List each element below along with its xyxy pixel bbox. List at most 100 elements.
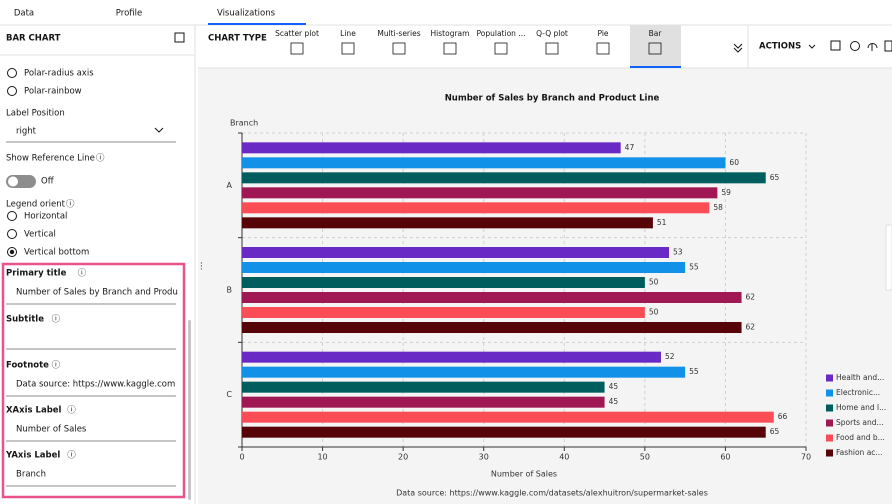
chart-type-icon[interactable] — [494, 42, 508, 55]
chart-type-icon[interactable] — [392, 42, 406, 55]
data-label: 51 — [657, 218, 667, 227]
info-icon: ⓘ — [96, 154, 105, 164]
chart-type-label[interactable]: Histogram — [431, 29, 470, 38]
bar — [242, 187, 718, 199]
tab[interactable]: Data — [14, 9, 34, 19]
legend-label[interactable]: Electronic... — [836, 388, 880, 397]
toggle-knob — [8, 176, 18, 187]
tab[interactable]: Profile — [116, 9, 142, 19]
action-icon[interactable] — [830, 40, 841, 51]
legend-swatch[interactable] — [826, 374, 833, 382]
chart-type-label[interactable]: Population ... — [477, 29, 526, 38]
bar — [242, 351, 661, 363]
legend-label[interactable]: Home and l... — [836, 403, 886, 412]
x-tick-label: 70 — [801, 453, 811, 462]
text-input[interactable]: Number of Sales by Branch and Produ — [16, 288, 178, 298]
x-tick-label: 40 — [559, 453, 569, 462]
bar — [242, 322, 742, 333]
radio[interactable] — [7, 229, 17, 239]
highlight-box — [1, 262, 186, 499]
data-label: 55 — [689, 367, 699, 376]
bar — [242, 202, 710, 214]
data-label: 45 — [609, 382, 619, 391]
text-input[interactable]: Number of Sales — [16, 425, 87, 435]
legend-label[interactable]: Sports and... — [836, 418, 884, 427]
chart-type-label[interactable]: Scatter plot — [275, 29, 319, 38]
bar — [242, 247, 670, 258]
legend-swatch[interactable] — [826, 404, 833, 412]
data-label: 50 — [649, 308, 659, 317]
footnote: Data source: https://www.kaggle.com/data… — [396, 489, 708, 498]
field-label: Label Position — [6, 109, 65, 119]
text-input[interactable]: Data source: https://www.kaggle.com — [16, 380, 175, 390]
data-label: 58 — [713, 203, 723, 212]
field-label: Show Reference Line — [6, 154, 95, 164]
data-label: 45 — [609, 397, 619, 406]
bar — [242, 217, 653, 229]
info-icon: ⓘ — [67, 451, 76, 461]
toolbar-label: CHART TYPE — [208, 34, 267, 44]
radio[interactable] — [7, 211, 17, 221]
x-tick-label: 50 — [640, 453, 650, 462]
bar — [242, 172, 766, 184]
text-input[interactable]: Branch — [16, 470, 46, 480]
y-tick-label: C — [226, 390, 232, 399]
chart-type-label[interactable]: Q-Q plot — [536, 29, 568, 38]
data-label: 55 — [689, 263, 699, 272]
chart-type-icon[interactable] — [596, 42, 610, 55]
upload-icon[interactable] — [867, 43, 878, 52]
x-tick-label: 20 — [398, 453, 408, 462]
chart-type-label[interactable]: Pie — [597, 29, 608, 38]
data-label: 65 — [770, 427, 780, 436]
side-tab[interactable] — [885, 224, 892, 291]
chart-type-label[interactable]: Bar — [649, 29, 663, 38]
legend-swatch[interactable] — [826, 449, 833, 457]
legend-swatch[interactable] — [826, 389, 833, 397]
info-icon: ⓘ — [52, 315, 61, 325]
data-label: 50 — [649, 278, 659, 287]
collapse-icon[interactable] — [174, 32, 185, 43]
legend-label[interactable]: Health and... — [836, 373, 884, 382]
legend-label[interactable]: Fashion ac... — [836, 448, 883, 457]
data-label: 52 — [665, 352, 675, 361]
actions-button[interactable]: ACTIONS — [759, 42, 801, 52]
field-label: XAxis Label — [6, 406, 62, 416]
action-icon[interactable] — [884, 40, 892, 52]
data-label: 66 — [778, 412, 788, 421]
field-label: Legend orient — [6, 200, 66, 210]
x-tick-label: 60 — [720, 453, 730, 462]
actions-chevron[interactable] — [808, 44, 816, 49]
legend-label[interactable]: Food and b... — [836, 433, 885, 442]
bar — [242, 307, 645, 318]
radio[interactable] — [7, 86, 17, 96]
chart-type-icon[interactable] — [290, 42, 304, 55]
legend-swatch[interactable] — [826, 419, 833, 427]
select-value[interactable]: right — [16, 127, 37, 137]
data-label: 60 — [729, 158, 739, 167]
chart-title: Number of Sales by Branch and Product Li… — [445, 94, 660, 104]
select-chevron[interactable] — [154, 127, 164, 133]
chart-type-icon[interactable] — [648, 42, 662, 55]
chart-type-icon[interactable] — [545, 42, 559, 55]
toggle-state: Off — [41, 177, 55, 187]
chart-type-icon[interactable] — [341, 42, 355, 55]
drag-handle[interactable]: ⋮ — [197, 262, 206, 272]
radio-label: Polar-rainbow — [24, 87, 82, 97]
field-label: Footnote — [6, 361, 49, 371]
legend-swatch[interactable] — [826, 434, 833, 442]
refresh-icon[interactable] — [850, 41, 860, 51]
chart-type-icon[interactable] — [443, 42, 457, 55]
chart-type-label[interactable]: Multi-series — [377, 29, 420, 38]
radio[interactable] — [7, 68, 17, 78]
bar — [242, 277, 645, 288]
tab[interactable]: Visualizations — [217, 9, 276, 19]
bar — [242, 411, 774, 423]
radio-label: Vertical bottom — [24, 248, 89, 258]
x-tick-label: 30 — [479, 453, 489, 462]
chart-type-label[interactable]: Line — [340, 29, 356, 38]
radio-dot — [9, 249, 15, 255]
panel-title: BAR CHART — [6, 34, 61, 44]
x-axis-label: Number of Sales — [491, 470, 557, 479]
data-label: 59 — [721, 188, 731, 197]
more-icon[interactable] — [733, 43, 743, 53]
